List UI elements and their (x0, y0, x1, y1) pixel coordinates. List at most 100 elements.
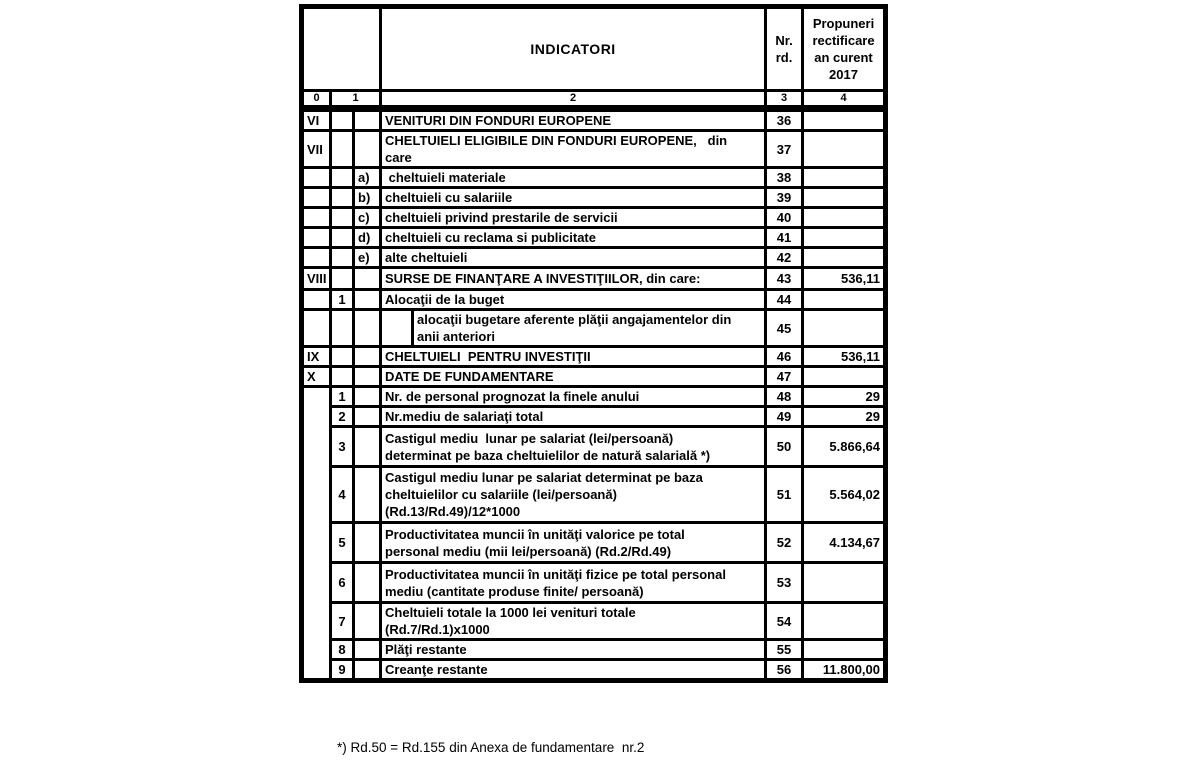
row-sublabel-cell (351, 638, 383, 661)
row-sublabel-cell (351, 266, 383, 291)
table-header-row: INDICATORI Nr. rd. Propuneri rectificare… (299, 5, 888, 92)
indicator-cell: Creanţe restante (379, 658, 768, 682)
row-label-cell (300, 308, 332, 348)
nr-rd-cell: 43 (764, 266, 805, 291)
row-sublabel-cell (351, 601, 383, 641)
row-sublabel-cell (351, 405, 383, 428)
colnum-0: 0 (300, 89, 332, 112)
row-label-cell (300, 288, 332, 311)
row-sublabel-cell (351, 658, 383, 682)
row-sublabel-cell (329, 129, 355, 169)
row-sublabel-cell (329, 308, 355, 348)
value-cell (801, 186, 888, 209)
nr-rd-cell: 54 (764, 601, 805, 641)
indicator-cell: DATE DE FUNDAMENTARE (379, 365, 768, 388)
indicator-cell: CHELTUIELI PENTRU INVESTIŢII (379, 345, 768, 368)
row-label-cell: VII (300, 129, 332, 169)
indicator-cell: Nr.mediu de salariaţi total (379, 405, 768, 428)
table-row: 6 Productivitatea muncii în unităţi fizi… (302, 561, 888, 604)
table-row: 1 Alocaţii de la buget 44 (300, 288, 888, 311)
row-label-cell: IX (300, 345, 332, 368)
row-sublabel-cell (329, 206, 355, 229)
row-sublabel-cell (351, 561, 383, 604)
table-row: 9 Creanţe restante 56 11.800,00 (302, 658, 888, 682)
row-sublabel-cell: a) (351, 166, 383, 189)
row-label-cell (300, 246, 332, 269)
row-sublabel-cell: c) (351, 206, 383, 229)
value-cell: 5.866,64 (801, 425, 888, 468)
row-sublabel-cell (351, 288, 383, 311)
indicator-cell: Productivitatea muncii în unităţi fizice… (379, 561, 768, 604)
row-sublabel-cell: 9 (329, 658, 355, 682)
row-sublabel-cell: 5 (329, 521, 355, 564)
nr-rd-cell: 41 (764, 226, 805, 249)
column-header-propuneri: Propuneri rectificare an curent 2017 (801, 5, 888, 92)
colnum-1: 1 (328, 89, 383, 112)
nr-rd-cell: 45 (764, 308, 805, 348)
table-row: 3 Castigul mediu lunar pe salariat (lei/… (302, 425, 888, 468)
indicator-cell: Castigul mediu lunar pe salariat (lei/pe… (379, 425, 768, 468)
value-cell: 29 (801, 385, 888, 408)
value-cell (801, 206, 888, 229)
value-cell (801, 638, 888, 661)
colnum-3: 3 (764, 89, 805, 112)
indent-spacer-cell (379, 308, 415, 348)
nr-rd-cell: 48 (764, 385, 805, 408)
row-sublabel-cell (351, 425, 383, 468)
value-cell (801, 365, 888, 388)
budget-form-page: INDICATORI Nr. rd. Propuneri rectificare… (299, 4, 889, 683)
table-row: 7 Cheltuieli totale la 1000 lei venituri… (302, 601, 888, 641)
indicator-cell: cheltuieli materiale (379, 166, 768, 189)
nr-rd-cell: 53 (764, 561, 805, 604)
row-label-cell: VIII (300, 266, 332, 291)
row-sublabel-cell (329, 345, 355, 368)
row-sublabel-cell (351, 107, 383, 132)
row-sublabel-cell (351, 129, 383, 169)
row-sublabel-cell (351, 345, 383, 368)
row-sublabel-cell (329, 166, 355, 189)
value-cell (801, 561, 888, 604)
nr-rd-cell: 56 (764, 658, 805, 682)
table-row: a) cheltuieli materiale 38 (300, 166, 888, 189)
nr-rd-cell: 40 (764, 206, 805, 229)
value-cell: 11.800,00 (801, 658, 888, 682)
row-sublabel-cell (351, 521, 383, 564)
table-row: VI VENITURI DIN FONDURI EUROPENE 36 (300, 107, 888, 132)
nr-rd-cell: 50 (764, 425, 805, 468)
column-header-nr-rd: Nr. rd. (764, 5, 805, 92)
nr-rd-cell: 36 (764, 107, 805, 132)
indicator-cell: Alocaţii de la buget (379, 288, 768, 311)
table-row: VIII SURSE DE FINANŢARE A INVESTIŢIILOR,… (300, 266, 888, 291)
row-sublabel-cell (329, 365, 355, 388)
table-row: alocaţii bugetare aferente plăţii angaja… (300, 308, 888, 348)
row-label-cell (300, 385, 332, 682)
row-sublabel-cell: b) (351, 186, 383, 209)
row-sublabel-cell (329, 186, 355, 209)
value-cell: 4.134,67 (801, 521, 888, 564)
table-row: X DATE DE FUNDAMENTARE 47 (300, 365, 888, 388)
row-label-cell (300, 166, 332, 189)
indicator-cell: Nr. de personal prognozat la finele anul… (379, 385, 768, 408)
column-header-indicatori: INDICATORI (379, 5, 768, 92)
nr-rd-cell: 47 (764, 365, 805, 388)
row-label-cell (300, 186, 332, 209)
indicator-cell: VENITURI DIN FONDURI EUROPENE (379, 107, 768, 132)
table-row: 2 Nr.mediu de salariaţi total 49 29 (302, 405, 888, 428)
row-sublabel-cell: 6 (329, 561, 355, 604)
row-sublabel-cell: 4 (329, 465, 355, 524)
table-row: VII CHELTUIELI ELIGIBILE DIN FONDURI EUR… (300, 129, 888, 169)
row-sublabel-cell: 1 (329, 288, 355, 311)
row-sublabel-cell (351, 308, 383, 348)
row-sublabel-cell (329, 107, 355, 132)
indicator-cell: Plăţi restante (379, 638, 768, 661)
row-label-cell: VI (300, 107, 332, 132)
value-cell: 536,11 (801, 266, 888, 291)
value-cell: 29 (801, 405, 888, 428)
table-row: 1 Nr. de personal prognozat la finele an… (300, 385, 888, 682)
nr-rd-cell: 38 (764, 166, 805, 189)
row-sublabel-cell (351, 385, 383, 408)
value-cell (801, 246, 888, 269)
indicator-cell: Cheltuieli totale la 1000 lei venituri t… (379, 601, 768, 641)
value-cell: 536,11 (801, 345, 888, 368)
nr-rd-cell: 37 (764, 129, 805, 169)
